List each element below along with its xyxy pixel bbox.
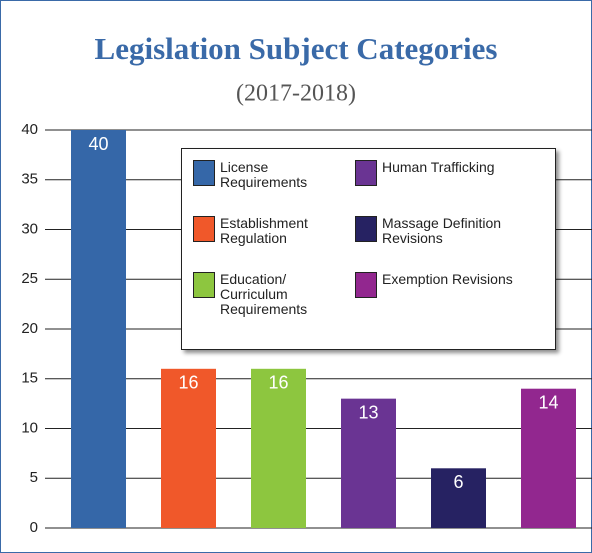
legend-swatch bbox=[355, 216, 377, 242]
value-label: 16 bbox=[268, 373, 288, 393]
legend-label: Establishment Regulation bbox=[220, 215, 308, 246]
y-tick-label: 35 bbox=[21, 171, 38, 188]
value-label: 14 bbox=[538, 392, 558, 412]
bar bbox=[161, 368, 216, 528]
y-tick-label: 10 bbox=[21, 419, 38, 436]
y-tick-label: 30 bbox=[21, 220, 38, 237]
legend: License Requirements Establishment Regula… bbox=[181, 148, 556, 350]
legend-label: Human Trafficking bbox=[382, 159, 495, 175]
legend-entry: Education/ Curriculum Requirements bbox=[193, 272, 335, 317]
legend-entry: Massage Definition Revisions bbox=[355, 216, 532, 246]
legend-label: Education/ Curriculum Requirements bbox=[220, 271, 308, 317]
bar bbox=[341, 398, 396, 528]
legend-entry: Human Trafficking bbox=[355, 160, 532, 186]
legend-swatch bbox=[355, 272, 377, 298]
legend-swatch bbox=[355, 160, 377, 186]
legend-label: License Requirements bbox=[220, 159, 308, 190]
y-tick-label: 20 bbox=[21, 320, 38, 337]
bar bbox=[71, 130, 126, 528]
legend-entry: License Requirements bbox=[193, 160, 335, 190]
value-label: 16 bbox=[178, 373, 198, 393]
bar bbox=[251, 368, 306, 528]
bar bbox=[521, 388, 576, 528]
bar bbox=[431, 468, 486, 528]
y-tick-label: 40 bbox=[21, 121, 38, 138]
value-label: 13 bbox=[358, 402, 378, 422]
legend-label: Exemption Revisions bbox=[382, 271, 513, 287]
value-label: 40 bbox=[88, 134, 108, 154]
legend-label: Massage Definition Revisions bbox=[382, 215, 502, 246]
y-tick-label: 15 bbox=[21, 370, 38, 387]
y-tick-label: 5 bbox=[30, 469, 38, 486]
y-tick-label: 25 bbox=[21, 270, 38, 287]
legend-swatch bbox=[193, 272, 215, 298]
legend-entry: Establishment Regulation bbox=[193, 216, 335, 246]
chart-title: Legislation Subject Categories bbox=[95, 31, 498, 66]
y-tick-label: 0 bbox=[30, 519, 38, 536]
chart-subtitle: (2017-2018) bbox=[236, 81, 356, 107]
legend-swatch bbox=[193, 216, 215, 242]
value-label: 6 bbox=[453, 472, 463, 492]
legend-swatch bbox=[193, 160, 215, 186]
legend-entry: Exemption Revisions bbox=[355, 272, 532, 298]
